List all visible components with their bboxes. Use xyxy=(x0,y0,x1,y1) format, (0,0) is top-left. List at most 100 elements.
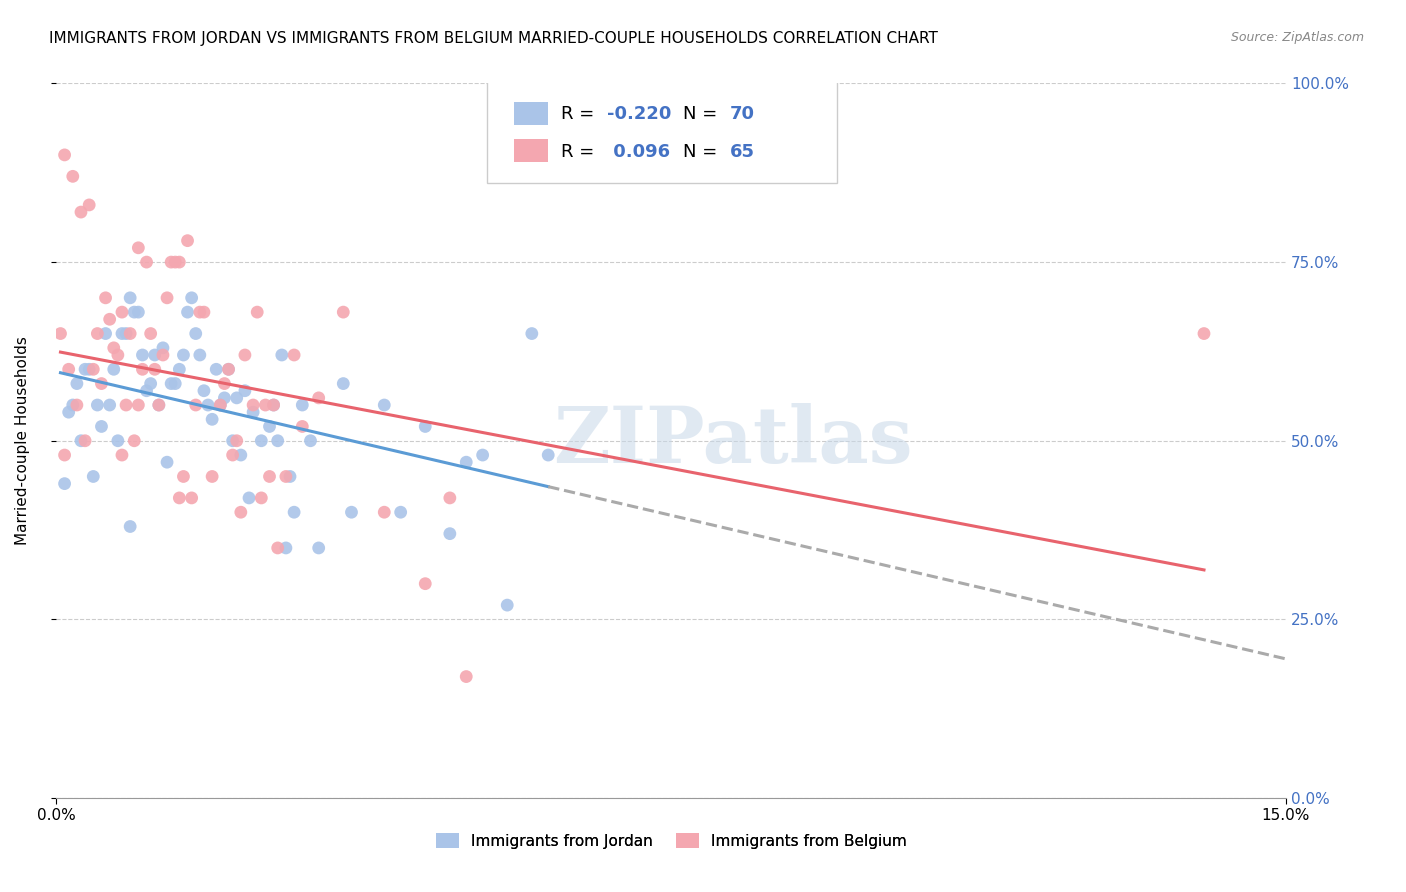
Point xyxy=(82,469,104,483)
Point xyxy=(53,148,76,162)
Point xyxy=(111,326,134,341)
Point xyxy=(127,398,149,412)
Point xyxy=(127,305,149,319)
Point xyxy=(413,419,436,434)
Point xyxy=(152,341,174,355)
Point xyxy=(53,448,76,462)
Point xyxy=(62,169,84,184)
Point xyxy=(122,434,145,448)
FancyBboxPatch shape xyxy=(486,80,837,184)
Y-axis label: Married-couple Households: Married-couple Households xyxy=(15,336,30,545)
Point xyxy=(184,326,207,341)
Point xyxy=(111,448,134,462)
FancyBboxPatch shape xyxy=(513,102,548,125)
Point xyxy=(143,348,166,362)
Text: ZIPatlas: ZIPatlas xyxy=(553,403,912,479)
Point xyxy=(373,505,395,519)
Point xyxy=(86,326,108,341)
Point xyxy=(169,491,191,505)
Point xyxy=(86,398,108,412)
Point xyxy=(221,434,243,448)
Text: -0.220: -0.220 xyxy=(607,105,672,123)
Point xyxy=(135,384,157,398)
Point xyxy=(165,255,187,269)
Text: IMMIGRANTS FROM JORDAN VS IMMIGRANTS FROM BELGIUM MARRIED-COUPLE HOUSEHOLDS CORR: IMMIGRANTS FROM JORDAN VS IMMIGRANTS FRO… xyxy=(49,31,938,46)
Point xyxy=(229,505,252,519)
Point xyxy=(389,505,412,519)
Point xyxy=(233,384,256,398)
Point xyxy=(107,348,129,362)
Point xyxy=(274,541,297,555)
Point xyxy=(308,391,330,405)
Point xyxy=(332,305,354,319)
Point xyxy=(120,326,142,341)
Point xyxy=(242,398,264,412)
Point xyxy=(413,576,436,591)
Point xyxy=(139,326,162,341)
Point xyxy=(156,291,179,305)
Point xyxy=(250,434,273,448)
Point xyxy=(148,398,170,412)
Point xyxy=(115,398,138,412)
Point xyxy=(242,405,264,419)
Point xyxy=(299,434,322,448)
Point xyxy=(233,348,256,362)
Point xyxy=(456,455,478,469)
FancyBboxPatch shape xyxy=(513,139,548,162)
Point xyxy=(176,234,198,248)
Point xyxy=(283,348,305,362)
Point xyxy=(66,398,89,412)
Point xyxy=(205,362,228,376)
Point xyxy=(278,469,301,483)
Point xyxy=(49,326,72,341)
Point xyxy=(77,198,100,212)
Point xyxy=(308,541,330,555)
Point xyxy=(58,405,80,419)
Point xyxy=(160,255,183,269)
Text: N =: N = xyxy=(683,143,724,161)
Point xyxy=(143,362,166,376)
Point xyxy=(188,348,211,362)
Text: 0.096: 0.096 xyxy=(607,143,671,161)
Point xyxy=(172,348,194,362)
Text: 65: 65 xyxy=(730,143,755,161)
Text: 70: 70 xyxy=(730,105,755,123)
Point xyxy=(254,398,277,412)
Point xyxy=(75,362,97,376)
Point xyxy=(209,398,232,412)
Point xyxy=(98,398,121,412)
Point xyxy=(148,398,170,412)
Point xyxy=(214,376,236,391)
Text: Source: ZipAtlas.com: Source: ZipAtlas.com xyxy=(1230,31,1364,45)
Point xyxy=(98,312,121,326)
Point xyxy=(496,598,519,612)
Point xyxy=(180,491,202,505)
Point xyxy=(291,419,314,434)
Point xyxy=(160,376,183,391)
Point xyxy=(218,362,240,376)
Point xyxy=(82,362,104,376)
Point xyxy=(193,384,215,398)
Point xyxy=(193,305,215,319)
Point xyxy=(165,376,187,391)
Text: N =: N = xyxy=(683,105,724,123)
Point xyxy=(131,348,153,362)
Point xyxy=(66,376,89,391)
Point xyxy=(263,398,285,412)
Point xyxy=(283,505,305,519)
Point xyxy=(172,469,194,483)
Point xyxy=(135,255,157,269)
Text: R =: R = xyxy=(561,105,599,123)
Point xyxy=(111,305,134,319)
Point xyxy=(218,362,240,376)
Point xyxy=(209,398,232,412)
Point xyxy=(537,448,560,462)
Point xyxy=(259,419,281,434)
Point xyxy=(229,448,252,462)
Point xyxy=(90,376,112,391)
Point xyxy=(267,434,290,448)
Point xyxy=(188,305,211,319)
Point xyxy=(131,362,153,376)
Point xyxy=(127,241,149,255)
Point xyxy=(180,291,202,305)
